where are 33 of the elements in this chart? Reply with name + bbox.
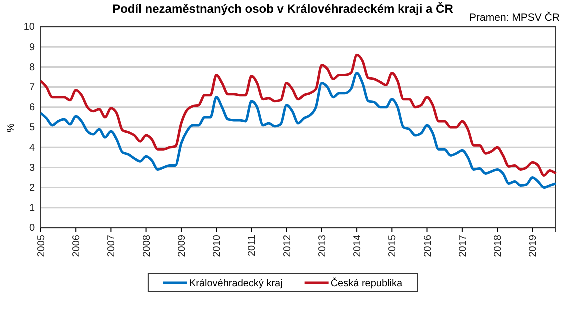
x-tick-label: 2016 <box>422 234 434 258</box>
x-tick-label: 2006 <box>72 234 83 258</box>
x-tick-label: 2005 <box>36 234 48 258</box>
y-tick-label: 1 <box>29 203 36 214</box>
y-tick-label: 4 <box>29 142 36 154</box>
x-tick-label: 2009 <box>176 234 188 258</box>
line-series <box>40 54 558 177</box>
x-tick-label: 2014 <box>352 234 364 258</box>
y-tick-label: 6 <box>29 102 36 114</box>
x-tick-label: 2017 <box>458 234 469 258</box>
x-tick-label: 2008 <box>142 234 153 258</box>
x-tick-label: 2007 <box>106 234 118 258</box>
y-tick-label: 3 <box>29 162 36 174</box>
x-tick-label: 2013 <box>317 234 328 258</box>
y-tick-label: 5 <box>29 122 36 134</box>
x-tick-label: 2019 <box>528 234 540 258</box>
legend-label: Česká republika <box>330 278 403 290</box>
x-tick-label: 2018 <box>493 234 504 258</box>
y-tick-label: 8 <box>29 62 36 74</box>
y-tick-label: 0 <box>29 223 36 234</box>
y-tick-label: 9 <box>29 42 36 54</box>
x-tick-label: 2010 <box>212 234 224 258</box>
y-axis-title: % <box>6 123 17 132</box>
line-series <box>40 72 558 190</box>
legend-label: Královéhradecký kraj <box>189 278 283 290</box>
y-tick-label: 7 <box>29 82 36 94</box>
x-tick-label: 2012 <box>282 234 294 258</box>
y-tick-label: 2 <box>29 183 36 194</box>
x-tick-label: 2015 <box>388 234 399 258</box>
text: Pramen: MPSV ČR <box>470 11 560 24</box>
x-tick-label: 2011 <box>247 234 258 257</box>
y-tick-label: 10 <box>24 22 36 34</box>
chart-title: Podíl nezaměstnaných osob v Královéhradeckém kraji a ČR <box>112 2 454 16</box>
